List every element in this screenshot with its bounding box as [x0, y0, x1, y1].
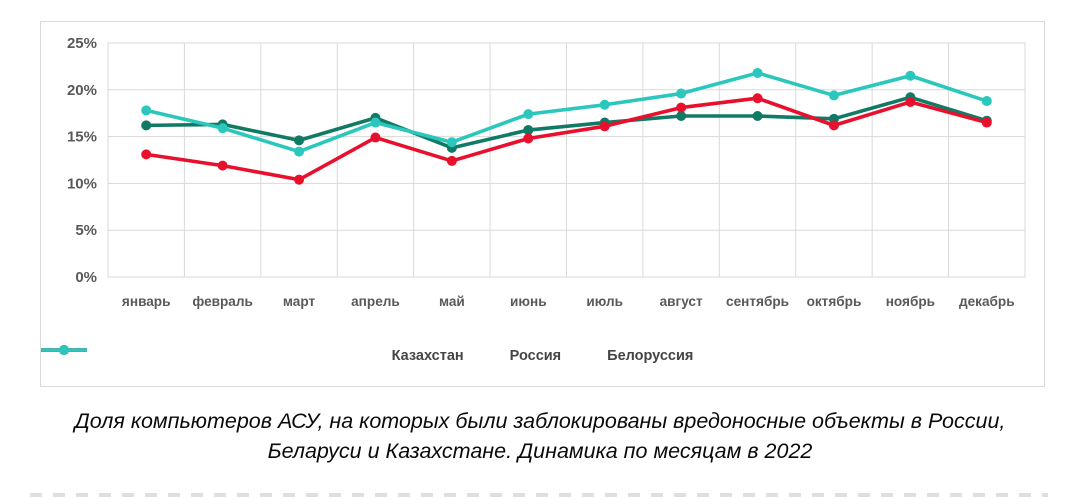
y-axis-tick-label: 0%	[75, 269, 97, 286]
data-point	[294, 146, 305, 157]
caption-line-1: Доля компьютеров АСУ, на которых были за…	[74, 409, 1006, 433]
data-point	[446, 137, 457, 148]
x-axis-tick-label: апрель	[351, 294, 400, 309]
data-point	[523, 109, 534, 120]
legend-label: Россия	[509, 348, 562, 364]
data-point	[294, 135, 305, 146]
x-axis-tick-label: июль	[586, 294, 623, 309]
x-axis-tick-label: декабрь	[959, 294, 1015, 309]
data-point	[141, 105, 152, 116]
legend-label: Казахстан	[391, 348, 464, 364]
legend-line-marker-icon	[41, 345, 87, 355]
data-point	[676, 102, 687, 113]
data-point	[294, 174, 305, 185]
x-axis-tick-label: октябрь	[807, 294, 862, 309]
data-point	[905, 70, 916, 81]
cropped-text-remnant	[30, 493, 1048, 497]
y-axis-tick-label: 25%	[67, 35, 97, 52]
data-point	[676, 111, 687, 122]
legend-item-Россия: Россия	[41, 345, 562, 364]
y-axis-tick-label: 10%	[67, 175, 97, 192]
data-point	[981, 96, 992, 107]
legend-item-Белоруссия: Белоруссия	[41, 345, 694, 364]
x-axis-tick-label: август	[660, 294, 703, 309]
data-point	[905, 96, 916, 107]
data-point	[217, 160, 228, 171]
x-axis-tick-label: февраль	[192, 294, 253, 309]
x-axis-tick-label: май	[439, 294, 465, 309]
data-point	[523, 133, 534, 144]
caption-line-2: Беларуси и Казахстане. Динамика по месяц…	[267, 439, 813, 463]
data-point	[828, 90, 839, 101]
data-point	[828, 120, 839, 131]
data-point	[676, 88, 687, 99]
series-line-Россия	[144, 96, 989, 182]
series-line-Казахстан	[144, 95, 989, 150]
chart-legend: Казахстан Россия Белоруссия	[41, 344, 1044, 368]
data-point	[370, 117, 381, 128]
data-point	[370, 132, 381, 143]
data-point	[752, 67, 763, 78]
y-axis-tick-label: 15%	[67, 129, 97, 146]
data-point	[141, 120, 152, 131]
y-axis-tick-label: 20%	[67, 82, 97, 99]
legend-item-Казахстан: Казахстан	[41, 345, 464, 364]
data-point	[752, 111, 763, 122]
x-axis-tick-label: июнь	[510, 294, 547, 309]
x-axis-tick-label: ноябрь	[886, 294, 935, 309]
y-axis-tick-label: 5%	[75, 222, 97, 239]
x-axis-tick-label: январь	[122, 294, 171, 309]
plot-area-border	[107, 42, 1026, 278]
data-point	[752, 93, 763, 104]
data-point	[446, 155, 457, 166]
line-chart: 0% 5% 10% 15% 20% 25% январь февраль март апрель м…	[67, 35, 1026, 309]
data-point	[141, 149, 152, 160]
figure-caption: Доля компьютеров АСУ, на которых были за…	[0, 406, 1080, 466]
data-point	[599, 99, 610, 110]
x-axis-tick-label: март	[283, 294, 316, 309]
data-point	[981, 117, 992, 128]
data-point	[523, 125, 534, 136]
x-axis-tick-label: сентябрь	[726, 294, 789, 309]
chart-container: 0% 5% 10% 15% 20% 25% январь февраль март апрель м…	[40, 21, 1045, 387]
data-point	[217, 123, 228, 134]
legend-label: Белоруссия	[607, 348, 694, 364]
data-point	[599, 121, 610, 132]
series-line-Белоруссия	[144, 71, 989, 154]
